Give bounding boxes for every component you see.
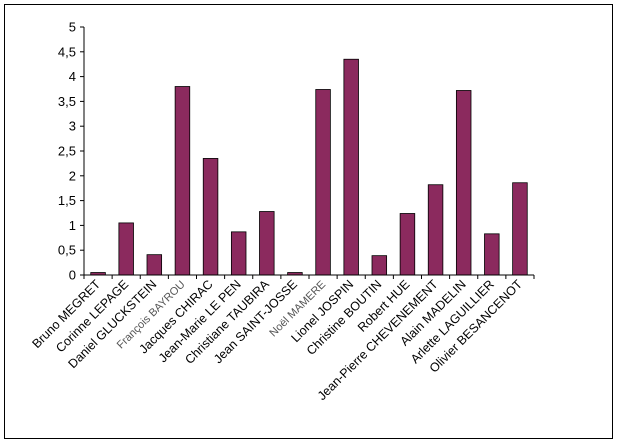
- bar: [455, 90, 472, 276]
- y-tick-label: 1: [69, 218, 76, 233]
- bar: [484, 233, 500, 276]
- y-tick-label: 0,5: [58, 243, 76, 258]
- y-tick-label: 0: [69, 268, 76, 283]
- bar: [174, 86, 191, 276]
- bars: [90, 58, 528, 276]
- bar: [118, 222, 134, 276]
- y-tick-label: 2: [69, 168, 76, 183]
- bar: [230, 231, 247, 276]
- y-tick-label: 3: [69, 119, 76, 134]
- chart-frame: [4, 4, 613, 439]
- bar: [512, 182, 528, 276]
- bar: [399, 213, 416, 276]
- y-tick-label: 4: [69, 69, 76, 84]
- bar: [427, 184, 444, 276]
- y-tick-label: 2,5: [58, 144, 76, 159]
- bar: [146, 254, 163, 276]
- y-tick-label: 1,5: [58, 193, 76, 208]
- y-tick-label: 4,5: [58, 44, 76, 59]
- bar: [202, 158, 219, 276]
- y-axis: 0 0,5 1 1,5 2 2,5 3 3,5 4 4,5 5: [58, 20, 85, 283]
- bar: [259, 211, 275, 276]
- y-tick-label: 5: [69, 20, 76, 35]
- bar: [343, 58, 359, 276]
- bar: [315, 89, 331, 276]
- bar: [371, 255, 388, 276]
- y-tick-label: 3,5: [58, 94, 76, 109]
